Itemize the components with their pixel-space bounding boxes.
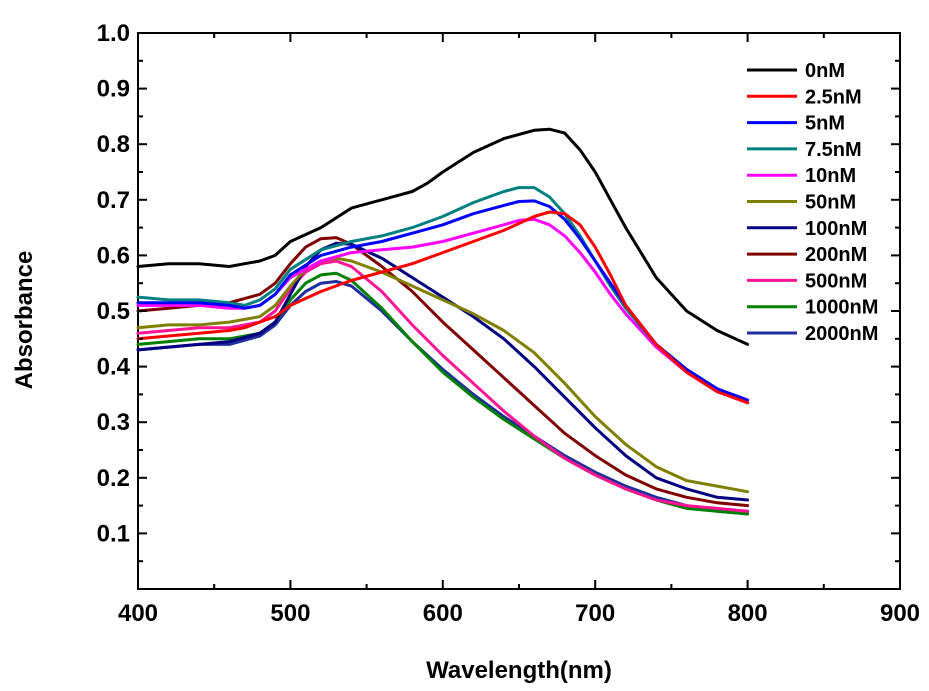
x-tick-label: 400 (118, 600, 158, 627)
legend-label: 50nM (805, 192, 856, 214)
series-line-2.5nM (136, 210, 750, 405)
x-tick-label: 600 (423, 600, 463, 627)
series-line-0nM (136, 127, 750, 346)
plot-border (137, 32, 901, 590)
y-tick-label: 0.6 (97, 242, 130, 269)
y-tick-label: 0.9 (97, 76, 130, 103)
legend-label: 200nM (805, 244, 867, 266)
legend-label: 500nM (805, 270, 867, 292)
y-tick-label: 1.0 (97, 20, 130, 47)
x-tick-label: 800 (728, 600, 768, 627)
series-line-50nM (136, 256, 750, 494)
legend-label: 5nM (805, 113, 845, 135)
x-tick-label: 900 (880, 600, 920, 627)
legend-label: 2000nM (805, 323, 878, 345)
y-tick-label: 0.3 (97, 409, 130, 436)
plot-frame (137, 32, 901, 590)
y-axis-title: Absorbance (11, 251, 38, 390)
axis-ticks: 400 500 600 700 800 900 0.1 0.2 0.3 0.4 0.5 0.6 0.7 0… (97, 20, 920, 627)
series-layer (136, 127, 750, 516)
series-line-7.5nM (136, 186, 750, 405)
y-tick-label: 0.2 (97, 465, 130, 492)
y-tick-label: 0.7 (97, 187, 130, 214)
legend-label: 2.5nM (805, 86, 862, 108)
legend-label: 7.5nM (805, 139, 862, 161)
x-tick-label: 700 (575, 600, 615, 627)
legend: 0nM 2.5nM 5nM 7.5nM 10nM 50nM 100nM 200nM 500nM 1… (747, 60, 878, 345)
y-tick-label: 0.8 (97, 131, 130, 158)
legend-label: 10nM (805, 165, 856, 187)
y-tick-label: 0.1 (97, 520, 130, 547)
legend-label: 100nM (805, 218, 867, 240)
y-tick-label: 0.4 (97, 354, 131, 381)
legend-label: 0nM (805, 60, 845, 82)
x-axis-title: Wavelength(nm) (426, 657, 612, 684)
legend-label: 1000nM (805, 297, 878, 319)
x-tick-label: 500 (270, 600, 310, 627)
series-line-10nM (136, 217, 750, 405)
y-tick-label: 0.5 (97, 298, 130, 325)
